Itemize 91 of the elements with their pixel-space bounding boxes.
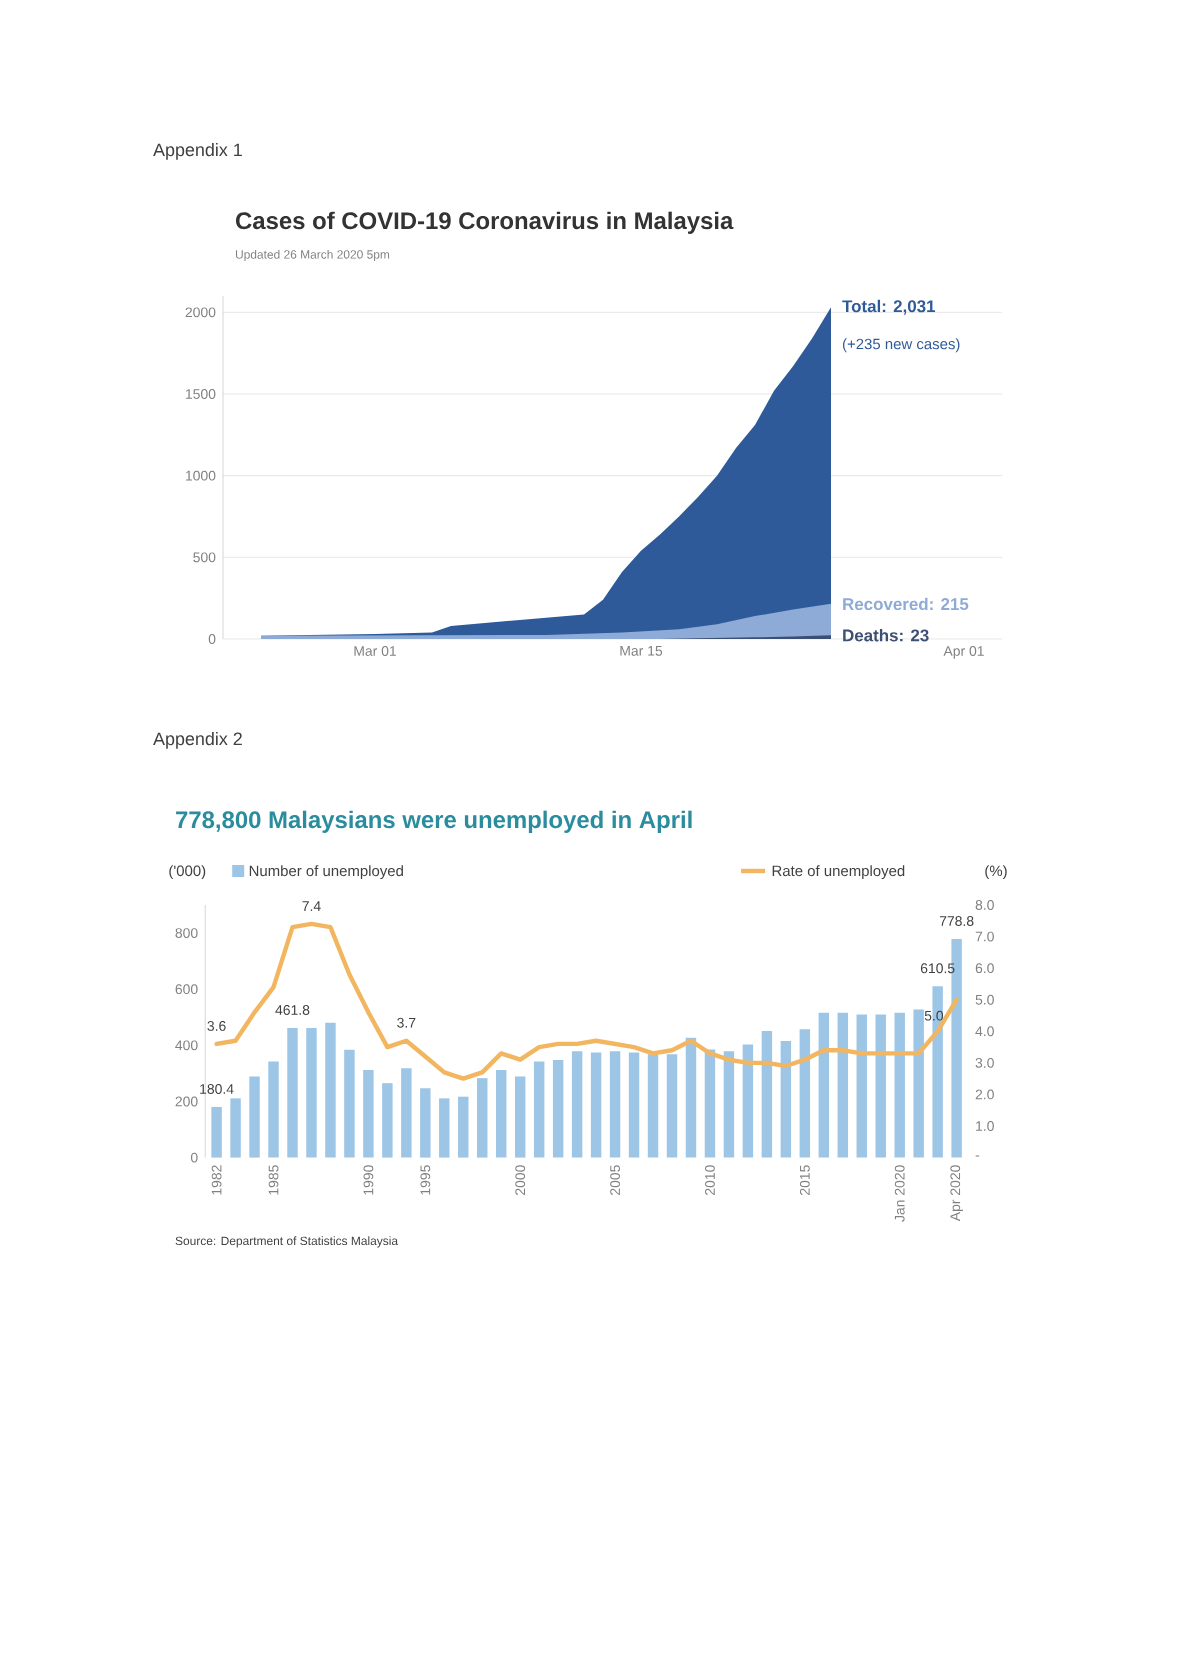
chart-title: Cases of COVID-19 Coronavirus in Malaysia [236,211,734,234]
y2-tick-label: - [975,1155,980,1157]
y2-tick-label: 7.0 [975,931,994,942]
bar [477,1078,488,1158]
data-label: 461.8 [275,1005,310,1015]
y-tick-label: 400 [175,1040,198,1051]
bar [306,1027,317,1158]
bar [325,1022,336,1158]
data-label: 778.8 [939,916,974,926]
bar [458,1096,469,1158]
series-label: Recovered: 215 [843,597,969,611]
bar [742,1044,754,1158]
bar [799,1029,811,1158]
bar [382,1083,393,1158]
bar [761,1031,773,1158]
x-tick-label: Apr 2020 [950,1165,963,1222]
bar [401,1068,412,1158]
x-tick-label: 2015 [799,1165,810,1195]
legend-label: Rate of unemployed [772,865,905,880]
x-tick-label: 1982 [211,1165,222,1195]
bar [211,1106,222,1158]
legend-label: Number of unemployed [249,865,403,880]
data-label: 180.4 [200,1084,234,1094]
bar [439,1098,450,1158]
bar [666,1054,678,1158]
bar [628,1052,640,1158]
x-tick-label: Jan 2020 [894,1165,905,1222]
bar [268,1061,279,1158]
data-label: 3.7 [397,1017,416,1028]
bar [496,1070,507,1158]
y-tick-label: 800 [175,928,198,938]
x-tick-label: 2000 [515,1165,526,1195]
bar [552,1059,564,1158]
y2-tick-label: 5.0 [975,994,994,1005]
chart-subtitle: Updated 26 March 2020 5pm [235,249,390,262]
bar [230,1098,241,1158]
y-tick-label: 2000 [185,307,216,318]
bar [420,1088,431,1158]
y2-tick-label: 2.0 [975,1089,994,1100]
y2-tick-label: 6.0 [975,963,994,974]
bar [913,1009,924,1158]
bar [344,1049,355,1158]
bar [287,1027,298,1158]
x-tick-label: Mar 15 [620,646,663,656]
bar [818,1012,830,1158]
y-tick-label: 600 [175,984,198,995]
bar [647,1054,659,1158]
y-tick-label: 0 [190,1152,198,1163]
text: Appendix 1 [153,142,242,160]
data-label: 7.4 [302,901,321,911]
x-tick-label: 2010 [705,1165,715,1195]
series-label: Total: 2,031 [842,299,936,315]
bar [685,1037,697,1158]
data-label: 3.6 [207,1021,226,1031]
bar [363,1070,374,1158]
x-tick-label: 1990 [363,1165,374,1195]
x-tick-label: Mar 01 [354,646,396,656]
bar [571,1051,583,1158]
y-tick-label: 1500 [186,389,216,399]
y-tick-label: 0 [208,634,216,644]
y-tick-label: 200 [175,1096,198,1107]
source-note: Source: Department of Statistics Malaysia [175,1236,399,1248]
x-tick-label: Apr 01 [943,646,984,659]
x-tick-label: 1995 [420,1165,431,1195]
bar [704,1049,716,1158]
bar [894,1012,905,1158]
y-tick-label: 500 [193,552,216,563]
y2-axis-title: (%) [985,865,1007,880]
bar [609,1051,621,1158]
x-tick-label: 1985 [268,1165,279,1195]
y-axis-title: ('000) [169,865,206,880]
x-tick-label: 2005 [610,1165,620,1195]
y-tick-label: 1000 [186,470,216,481]
bar [533,1061,545,1158]
data-label: 610.5 [920,963,955,974]
annotation: (+235 new cases) [842,338,960,353]
y2-tick-label: 1.0 [976,1121,994,1131]
y2-tick-label: 3.0 [975,1057,994,1068]
series-label: Deaths: 23 [843,628,929,642]
y2-tick-label: 4.0 [975,1026,994,1037]
text: Appendix 2 [153,731,242,749]
bar [837,1012,848,1158]
bar [780,1041,792,1158]
bar [249,1076,260,1158]
bar [590,1052,602,1158]
y2-tick-label: 8.0 [975,900,994,910]
chart-title: 778,800 Malaysians were unemployed in April [176,810,692,833]
bar [856,1014,867,1158]
bar [723,1051,735,1158]
bar [875,1014,886,1158]
bar [514,1076,526,1158]
